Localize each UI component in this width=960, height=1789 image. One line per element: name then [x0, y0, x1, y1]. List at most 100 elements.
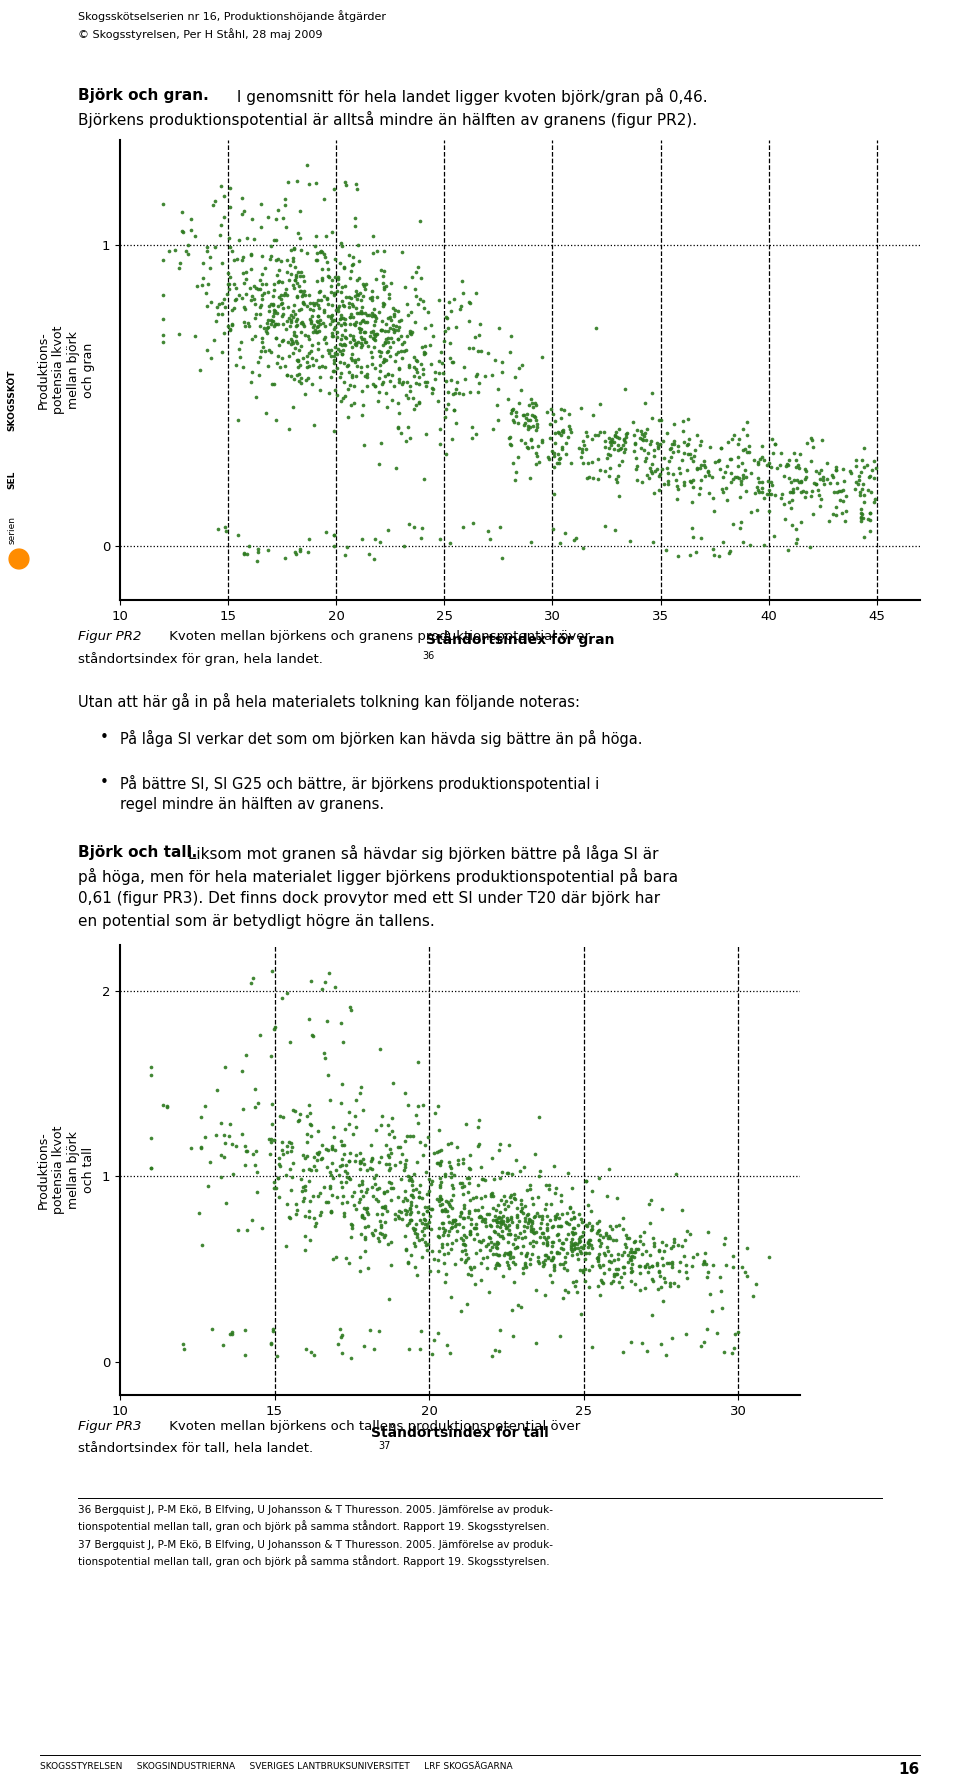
- Point: [317, 283, 332, 311]
- Point: [314, 238, 329, 267]
- Point: [310, 329, 325, 358]
- Point: [645, 1224, 660, 1252]
- Point: [442, 1147, 457, 1175]
- Point: [431, 286, 446, 315]
- Point: [275, 984, 290, 1013]
- Point: [616, 1258, 632, 1286]
- Point: [334, 1172, 349, 1200]
- Point: [483, 1211, 498, 1240]
- Point: [665, 437, 681, 465]
- Point: [461, 1259, 476, 1288]
- Point: [279, 308, 295, 336]
- Point: [411, 252, 426, 281]
- Point: [209, 292, 225, 320]
- Point: [651, 1276, 666, 1304]
- Point: [799, 478, 814, 506]
- Point: [318, 1188, 333, 1217]
- Point: [782, 478, 798, 506]
- Point: [243, 240, 258, 268]
- Point: [440, 1129, 455, 1157]
- Point: [301, 1197, 317, 1225]
- Point: [353, 333, 369, 361]
- Point: [562, 1209, 577, 1238]
- Point: [412, 1206, 427, 1234]
- Point: [333, 1127, 348, 1156]
- Point: [449, 369, 465, 397]
- Point: [528, 406, 543, 435]
- Point: [348, 345, 363, 374]
- Point: [288, 322, 303, 351]
- Point: [677, 471, 692, 499]
- Point: [344, 1209, 359, 1238]
- Point: [439, 367, 454, 395]
- Point: [308, 245, 324, 274]
- Point: [396, 327, 411, 356]
- Point: [602, 1211, 617, 1240]
- Point: [189, 272, 204, 301]
- Point: [756, 445, 772, 474]
- Point: [599, 444, 614, 472]
- Point: [509, 1145, 524, 1174]
- Point: [340, 352, 355, 381]
- Point: [354, 1202, 370, 1231]
- Point: [308, 345, 324, 374]
- Point: [575, 438, 590, 467]
- Point: [326, 349, 342, 377]
- Point: [339, 1159, 354, 1188]
- Point: [464, 1261, 479, 1290]
- Point: [551, 445, 566, 474]
- Point: [491, 1240, 506, 1268]
- Point: [324, 1113, 340, 1141]
- Point: [333, 1315, 348, 1344]
- Point: [561, 399, 576, 428]
- Point: [582, 1238, 597, 1267]
- Point: [552, 1322, 567, 1351]
- Point: [544, 1231, 560, 1259]
- Point: [231, 281, 247, 309]
- Point: [511, 1290, 526, 1318]
- Point: [664, 1324, 680, 1352]
- Point: [803, 533, 818, 562]
- Point: [502, 1238, 517, 1267]
- Point: [235, 243, 251, 272]
- Point: [372, 342, 388, 370]
- Point: [224, 311, 239, 340]
- Point: [377, 329, 393, 358]
- Point: [299, 349, 314, 377]
- Point: [615, 1252, 631, 1281]
- Point: [839, 481, 854, 510]
- Point: [439, 1229, 454, 1258]
- Point: [262, 292, 277, 320]
- Point: [315, 342, 330, 370]
- Point: [301, 324, 317, 352]
- Point: [365, 283, 380, 311]
- Point: [679, 456, 694, 485]
- Point: [325, 279, 341, 308]
- Point: [295, 283, 310, 311]
- Point: [627, 1238, 642, 1267]
- Point: [311, 311, 326, 340]
- Point: [335, 1150, 350, 1179]
- Point: [342, 1249, 357, 1277]
- Point: [304, 369, 320, 397]
- Point: [523, 385, 539, 413]
- Point: [856, 522, 872, 551]
- Point: [655, 1243, 670, 1272]
- Point: [726, 1242, 741, 1270]
- Point: [340, 351, 355, 379]
- Text: 37: 37: [378, 1440, 391, 1451]
- Point: [336, 1202, 351, 1231]
- Point: [536, 1229, 551, 1258]
- Point: [519, 1238, 535, 1267]
- Point: [387, 302, 402, 331]
- Point: [411, 1177, 426, 1206]
- Point: [458, 1222, 473, 1251]
- Point: [245, 964, 260, 993]
- Point: [312, 309, 327, 338]
- Point: [444, 379, 460, 408]
- Point: [318, 324, 333, 352]
- Point: [476, 1225, 492, 1254]
- Point: [850, 471, 865, 499]
- Point: [627, 1227, 642, 1256]
- Point: [345, 302, 360, 331]
